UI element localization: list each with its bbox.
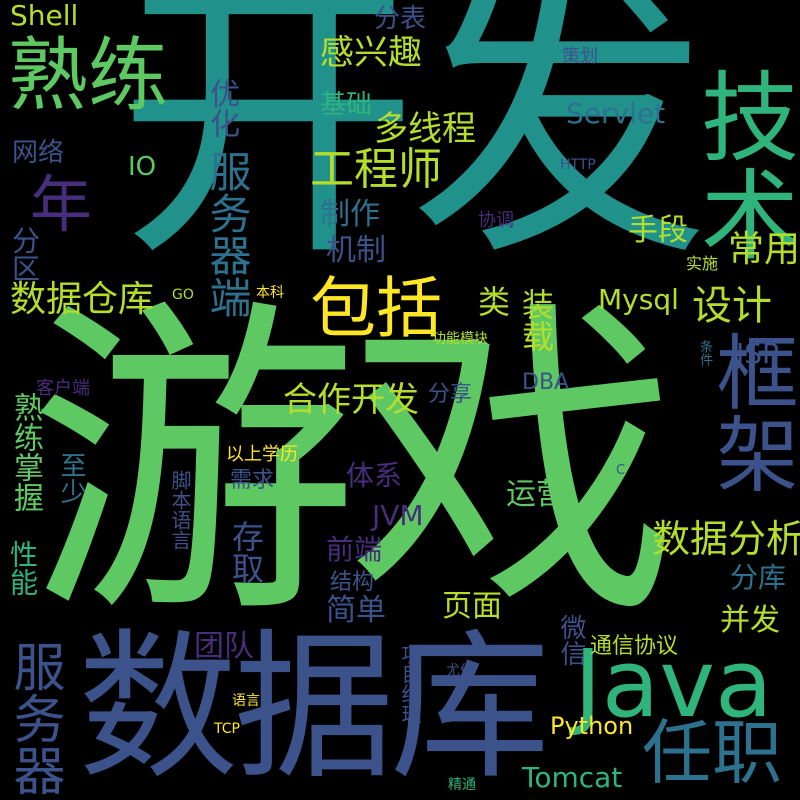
word-xingneng: 性能 <box>6 540 39 596</box>
word-fenku: 分库 <box>730 561 787 594</box>
word-servlet: Servlet <box>566 97 666 130</box>
word-kuangjia: 框架 <box>702 330 797 494</box>
word-weixin: 微信 <box>556 614 586 666</box>
word-benke: 本科 <box>256 285 284 301</box>
word-renzhi: 任职 <box>642 712 782 794</box>
word-qianduan: 前端 <box>326 533 383 566</box>
word-jiegou: 结构 <box>330 570 375 595</box>
word-duoxiancheng: 多线程 <box>374 109 476 149</box>
word-tomcat: Tomcat <box>522 761 623 794</box>
word-jichu: 基础 <box>320 90 373 120</box>
word-gongchengshi: 工程师 <box>310 144 442 195</box>
word-nian: 年 <box>30 168 93 241</box>
word-tuandui: 团队 <box>194 629 254 664</box>
word-shulianzhangwo: 熟练掌握 <box>8 392 43 512</box>
word-jishu: 技术 <box>684 66 798 262</box>
word-hezuokaifa: 合作开发 <box>283 380 419 420</box>
word-fenxiang: 分享 <box>428 382 473 407</box>
word-kaifa: 开发 <box>118 0 710 296</box>
word-sheji: 设计 <box>692 283 772 329</box>
word-youhua: 优化 <box>204 78 239 138</box>
word-changyong: 常用 <box>728 229 800 270</box>
word-yemian: 页面 <box>442 589 502 624</box>
word-yunying: 运营 <box>506 477 566 512</box>
word-fenqu: 分区 <box>8 226 41 282</box>
word-zhishao: 至少 <box>56 452 86 504</box>
word-io: IO <box>128 152 157 182</box>
word-shell: Shell <box>10 0 79 32</box>
word-fenbiao: 分表 <box>374 4 427 34</box>
word-shujucangku: 数据仓库 <box>10 279 155 320</box>
word-java: Java <box>574 630 773 739</box>
word-jizhi: 机制 <box>326 233 386 268</box>
word-tcp: TCP <box>214 721 240 737</box>
word-xuqiu: 需求 <box>230 468 275 493</box>
word-jiandan: 简单 <box>326 593 386 628</box>
word-youjia: 尤佳 <box>446 663 474 679</box>
word-shishi: 实施 <box>686 254 719 273</box>
word-cunqu: 存取 <box>227 520 265 584</box>
word-shouduan: 手段 <box>628 213 688 248</box>
word-shulian: 熟练 <box>8 29 168 122</box>
word-zhuangzai: 装载 <box>517 288 555 352</box>
word-gongnengmokuai: 功能模块 <box>432 331 488 347</box>
word-mysql: Mysql <box>598 283 679 316</box>
word-shujuku: 数据库 <box>78 614 550 800</box>
word-baokuo: 包括 <box>310 270 442 347</box>
word-tiaojian: 条件 <box>697 340 712 366</box>
word-ganxingqu: 感兴趣 <box>320 33 422 73</box>
word-tixi: 体系 <box>346 459 403 492</box>
word-bingfa: 并发 <box>720 603 780 638</box>
word-c: C <box>616 463 626 478</box>
word-http: HTTP <box>560 157 596 173</box>
word-jiaobenyuyan: 脚本语言 <box>168 470 192 550</box>
word-xiangmujingli: 项目经理 <box>398 644 422 724</box>
word-jingtong: 精通 <box>448 777 476 793</box>
word-tongxinxieyi: 通信协议 <box>590 634 679 659</box>
word-lei: 类 <box>478 283 511 321</box>
word-python: Python <box>550 712 634 740</box>
word-youxi: 游戏 <box>28 273 678 657</box>
word-go: GO <box>172 287 194 303</box>
word-yuyan: 语言 <box>232 693 260 709</box>
word-fuwuqi: 服务器 <box>4 640 64 796</box>
word-shujufenxi: 数据分析 <box>652 517 800 561</box>
word-dba: DBA <box>522 370 570 395</box>
word-cehua: 策划 <box>562 46 598 67</box>
word-jvm: JVM <box>372 499 424 532</box>
word-zhizuo: 制作 <box>320 197 380 232</box>
word-yishangxueli: 以上学历 <box>226 444 298 465</box>
word-wangluo: 网络 <box>12 138 65 168</box>
word-kehuduan: 客户端 <box>36 378 90 399</box>
word-jsp: JSP <box>736 337 779 370</box>
word-xietiao: 协调 <box>478 210 514 231</box>
word-fuwuqiduan: 服务器端 <box>203 150 252 318</box>
